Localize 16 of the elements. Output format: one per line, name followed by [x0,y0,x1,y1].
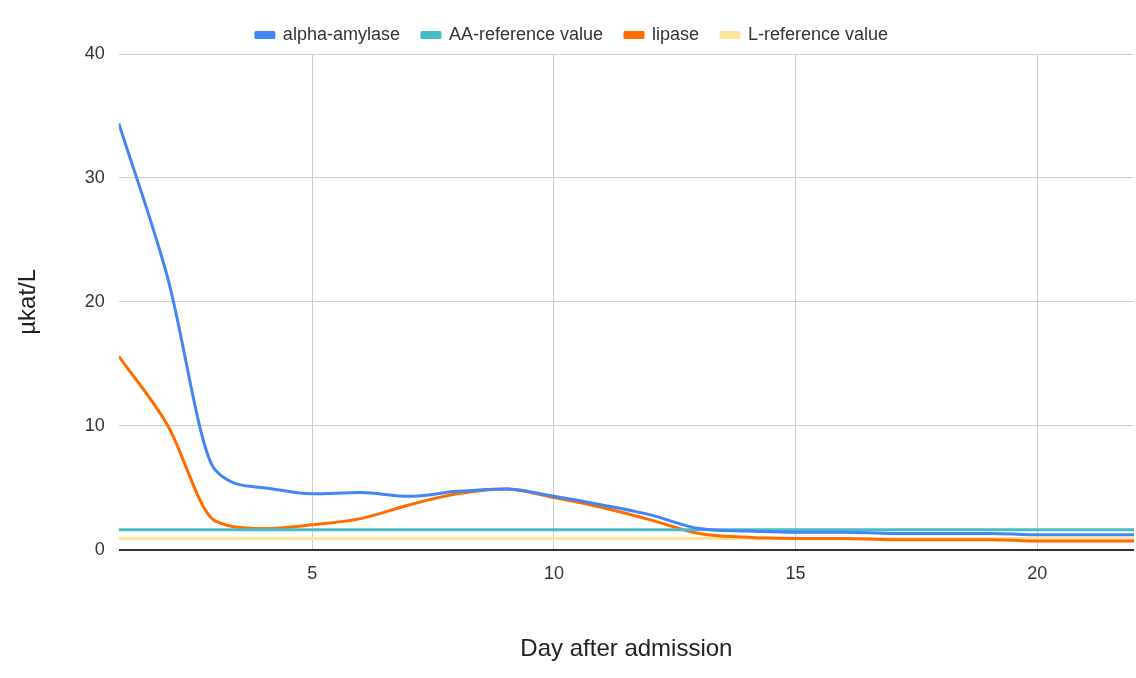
legend-label: L-reference value [748,23,889,44]
x-tick-label: 10 [543,563,564,584]
x-tick-label: 20 [1027,563,1048,584]
y-tick-label: 10 [84,414,105,435]
y-tick-label: 0 [94,538,105,559]
legend-label: alpha-amylase [282,23,400,44]
x-tick-label: 5 [307,563,318,584]
y-tick-label: 40 [84,42,105,63]
x-tick-label: 15 [785,563,806,584]
legend-label: AA-reference value [448,23,604,44]
legend-label: lipase [652,23,700,44]
y-tick-label: 20 [84,290,105,311]
y-tick-label: 30 [84,166,105,187]
line-series [118,121,1134,537]
x-axis-title: Day after admission [520,634,733,662]
y-axis-title: µkat/L [13,268,41,335]
